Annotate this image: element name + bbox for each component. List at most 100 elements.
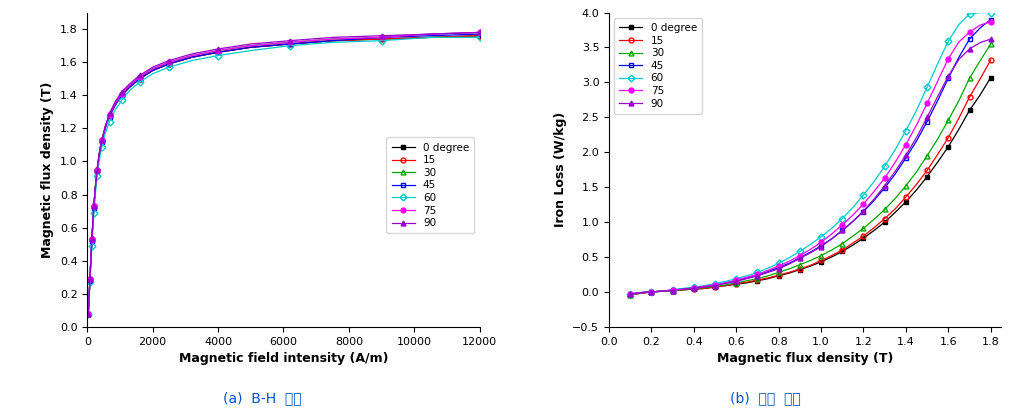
Line: 75: 75 <box>86 30 482 316</box>
90 <box>784 261 796 266</box>
90 <box>794 256 806 261</box>
30 <box>814 253 827 258</box>
0 degree <box>974 93 986 98</box>
45 <box>720 280 732 285</box>
Line: 0 degree: 0 degree <box>86 33 482 316</box>
75 <box>931 78 944 83</box>
45 <box>889 171 902 176</box>
75 <box>889 160 902 165</box>
60 <box>84 279 97 285</box>
60 <box>86 227 99 232</box>
15 <box>656 289 669 294</box>
60 <box>87 210 100 215</box>
Line: 15: 15 <box>86 33 482 316</box>
60 <box>709 281 721 286</box>
45 <box>91 169 104 174</box>
60 <box>804 242 816 247</box>
45 <box>667 287 679 292</box>
45 <box>163 61 176 66</box>
0 degree <box>163 61 176 66</box>
15 <box>814 258 827 263</box>
15 <box>931 152 944 157</box>
45 <box>212 50 224 55</box>
45 <box>147 68 159 73</box>
75 <box>93 151 106 156</box>
75 <box>942 56 954 61</box>
45 <box>900 155 912 160</box>
15 <box>963 95 976 100</box>
75 <box>100 124 112 129</box>
90 <box>83 295 96 300</box>
75 <box>85 256 98 261</box>
0 degree <box>85 256 98 261</box>
75 <box>709 282 721 287</box>
0 degree <box>963 108 976 113</box>
15 <box>846 241 859 246</box>
45 <box>85 238 98 243</box>
75 <box>836 222 848 228</box>
45 <box>698 284 711 289</box>
90 <box>123 81 136 86</box>
30 <box>85 256 98 261</box>
45 <box>473 31 486 36</box>
75 <box>868 189 880 194</box>
90 <box>656 289 669 294</box>
15 <box>624 292 637 297</box>
90 <box>186 52 198 57</box>
30 <box>624 292 637 297</box>
60 <box>100 131 112 136</box>
90 <box>667 288 679 293</box>
75 <box>115 91 127 96</box>
90 <box>720 281 732 286</box>
90 <box>82 311 94 316</box>
90 <box>752 273 764 278</box>
90 <box>163 58 176 63</box>
45 <box>804 250 816 255</box>
30 <box>89 184 102 189</box>
90 <box>100 124 112 129</box>
75 <box>846 212 859 217</box>
45 <box>858 209 870 214</box>
90 <box>709 283 721 288</box>
0 degree <box>858 235 870 241</box>
90 <box>985 36 997 41</box>
60 <box>942 39 954 44</box>
30 <box>740 278 753 283</box>
60 <box>375 38 387 43</box>
15 <box>953 116 965 121</box>
45 <box>942 76 954 81</box>
30 <box>96 137 108 142</box>
75 <box>910 122 922 127</box>
15 <box>772 273 785 278</box>
75 <box>985 19 997 24</box>
60 <box>698 283 711 288</box>
30 <box>953 98 965 103</box>
75 <box>212 48 224 53</box>
45 <box>85 258 98 263</box>
75 <box>878 176 890 181</box>
15 <box>186 55 198 60</box>
45 <box>82 311 94 316</box>
15 <box>762 275 774 280</box>
45 <box>794 255 806 260</box>
30 <box>327 36 339 41</box>
45 <box>115 93 127 98</box>
45 <box>656 289 669 294</box>
90 <box>804 250 816 255</box>
15 <box>115 93 127 98</box>
0 degree <box>327 38 339 43</box>
30 <box>698 285 711 290</box>
45 <box>814 243 827 248</box>
60 <box>836 216 848 221</box>
30 <box>93 151 106 156</box>
75 <box>283 40 296 45</box>
30 <box>186 53 198 58</box>
15 <box>985 57 997 62</box>
0 degree <box>93 151 106 156</box>
60 <box>784 255 796 260</box>
90 <box>89 184 102 189</box>
15 <box>752 277 764 282</box>
75 <box>244 43 257 48</box>
30 <box>985 41 997 47</box>
45 <box>677 287 689 292</box>
